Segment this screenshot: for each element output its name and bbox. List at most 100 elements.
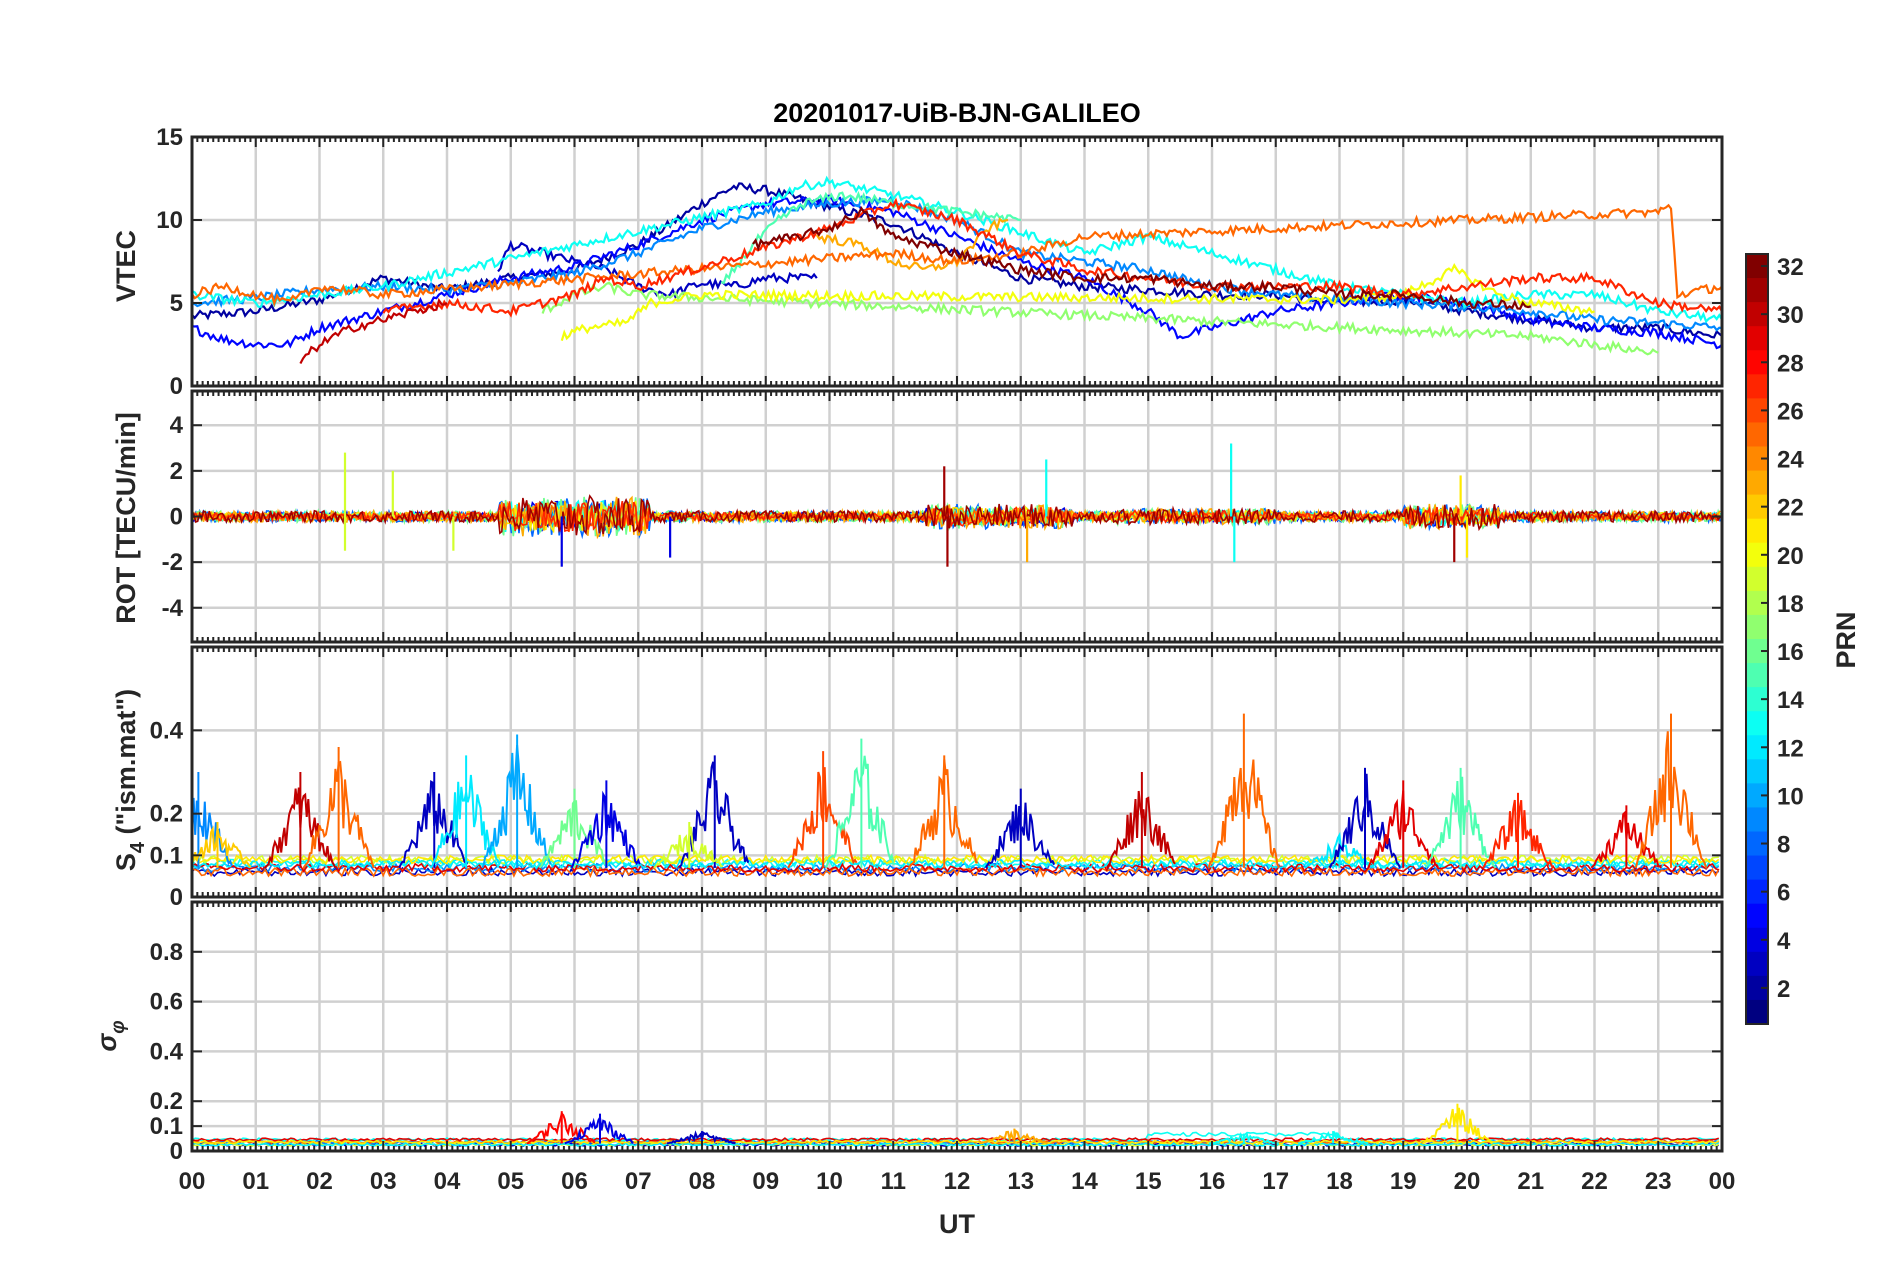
- colorbar-swatch: [1746, 831, 1768, 857]
- y-tick-label: -4: [162, 595, 184, 622]
- colorbar-label: PRN: [1831, 611, 1861, 668]
- y-tick-label: -2: [162, 549, 183, 576]
- s4-ylabel: S4 ("ism.mat"): [111, 689, 149, 871]
- x-tick-label: 10: [816, 1168, 843, 1195]
- colorbar-swatch: [1746, 254, 1768, 279]
- colorbar-swatch: [1746, 494, 1768, 520]
- s4-ylabel-rest: ("ism.mat"): [111, 689, 141, 842]
- x-tick-label: 15: [1135, 1168, 1162, 1195]
- panel-data: [192, 713, 1720, 878]
- colorbar-swatch: [1746, 590, 1768, 616]
- y-tick-label: 4: [170, 412, 184, 439]
- vtec-series-line: [752, 206, 1532, 311]
- y-tick-label: 0: [170, 504, 183, 531]
- vtec-panel: 0 5 10 15: [156, 124, 1724, 400]
- rot-ylabel: ROT [TECU/min]: [111, 412, 141, 623]
- colorbar-swatch: [1746, 542, 1768, 568]
- colorbar-swatch: [1746, 711, 1768, 736]
- panel-data: [192, 175, 1722, 365]
- colorbar-tick-label: 2: [1777, 976, 1790, 1003]
- x-tick-label: 14: [1071, 1168, 1098, 1195]
- panel-data: [192, 1103, 1720, 1148]
- colorbar-tick-label: 6: [1777, 880, 1790, 907]
- s4-series-line: [192, 861, 1720, 874]
- y-tick-label: 2: [170, 458, 183, 485]
- s4-series-line: [192, 853, 1719, 866]
- x-tick-label: 00: [179, 1168, 206, 1195]
- figure-title: 20201017-UiB-BJN-GALILEO: [773, 98, 1141, 128]
- colorbar-swatch: [1746, 350, 1768, 375]
- colorbar-swatch: [1746, 975, 1768, 1001]
- y-tick-label: 0: [170, 1138, 183, 1165]
- vtec-series-line: [382, 197, 1722, 318]
- s4-ylabel-main: S: [111, 853, 141, 871]
- x-tick-label: 12: [944, 1168, 971, 1195]
- x-tick-label: 01: [242, 1168, 269, 1195]
- x-tick-label: 19: [1390, 1168, 1417, 1195]
- colorbar-swatch: [1746, 999, 1768, 1025]
- s4-series-line: [192, 857, 1720, 870]
- x-axis-title: UT: [939, 1209, 975, 1239]
- colorbar-tick-label: 18: [1777, 591, 1804, 618]
- sigma-phi-ylabel: σφ: [92, 1020, 129, 1051]
- sigma-phi-panel: 00.10.2 0.4 0.6 0.8 00 01 02 03 04 05 06 07 08 09 10 11…: [150, 900, 1735, 1195]
- y-tick-label: 0.2: [150, 1088, 183, 1115]
- colorbar-swatch: [1746, 446, 1768, 472]
- y-tick-label: 0.4: [150, 1038, 184, 1065]
- sigma-phi-ylabel-main: σ: [92, 1033, 122, 1052]
- colorbar-tick-label: 26: [1777, 398, 1804, 425]
- x-tick-label: 08: [689, 1168, 716, 1195]
- colorbar-swatch: [1746, 422, 1768, 448]
- x-tick-label: 16: [1199, 1168, 1226, 1195]
- colorbar-tick-label: 28: [1777, 350, 1804, 377]
- rot-series-line: [192, 494, 1721, 536]
- colorbar-swatch: [1746, 278, 1768, 303]
- x-tick-label: 03: [370, 1168, 397, 1195]
- colorbar-tick-label: 8: [1777, 832, 1790, 859]
- vtec-series-line: [299, 297, 448, 365]
- x-tick-label: 02: [306, 1168, 333, 1195]
- y-tick-label: 0.4: [150, 717, 184, 744]
- colorbar-tick-label: 24: [1777, 447, 1804, 474]
- x-tick-label: 07: [625, 1168, 652, 1195]
- s4-panel: 0 0.1 0.2 0.4: [150, 645, 1724, 911]
- colorbar-swatch: [1746, 374, 1768, 399]
- y-tick-label: 0.8: [150, 939, 183, 966]
- x-tick-label: 22: [1581, 1168, 1608, 1195]
- y-tick-label: 5: [170, 290, 183, 317]
- colorbar-swatch: [1746, 927, 1768, 953]
- x-tick-label: 18: [1326, 1168, 1353, 1195]
- colorbar-tick-label: 22: [1777, 495, 1804, 522]
- colorbar-swatch: [1746, 302, 1768, 327]
- s4-series-line: [192, 853, 1720, 866]
- y-tick-label: 0: [170, 373, 183, 400]
- y-tick-label: 0.6: [150, 989, 183, 1016]
- y-tick-label: 0.1: [150, 842, 183, 869]
- colorbar-tick-label: 10: [1777, 783, 1804, 810]
- x-tick-label: 21: [1517, 1168, 1544, 1195]
- colorbar-swatch: [1746, 326, 1768, 351]
- colorbar-tick-label: 16: [1777, 639, 1804, 666]
- y-tick-label: 0.2: [150, 801, 183, 828]
- x-tick-label: 06: [561, 1168, 588, 1195]
- vtec-series-line: [541, 281, 1659, 356]
- vtec-ylabel: VTEC: [111, 230, 141, 302]
- x-tick-label: 20: [1454, 1168, 1481, 1195]
- panel-data: [192, 443, 1721, 567]
- vtec-series-line: [720, 190, 1021, 285]
- x-tick-label: 11: [881, 1168, 906, 1195]
- colorbar-swatch: [1746, 663, 1768, 688]
- colorbar-frame: [1745, 253, 1769, 1025]
- y-tick-label: 10: [156, 207, 183, 234]
- s4-ylabel-sub: 4: [127, 841, 149, 853]
- colorbar-swatch: [1746, 903, 1768, 929]
- colorbar-swatch: [1746, 470, 1768, 496]
- colorbar-tick-label: 32: [1777, 254, 1804, 281]
- x-tick-label: 23: [1645, 1168, 1672, 1195]
- colorbar-tick-label: 14: [1777, 687, 1804, 714]
- x-tick-label: 13: [1007, 1168, 1034, 1195]
- colorbar-swatch: [1746, 735, 1768, 760]
- y-tick-label: 15: [156, 124, 183, 151]
- colorbar-swatch: [1746, 855, 1768, 881]
